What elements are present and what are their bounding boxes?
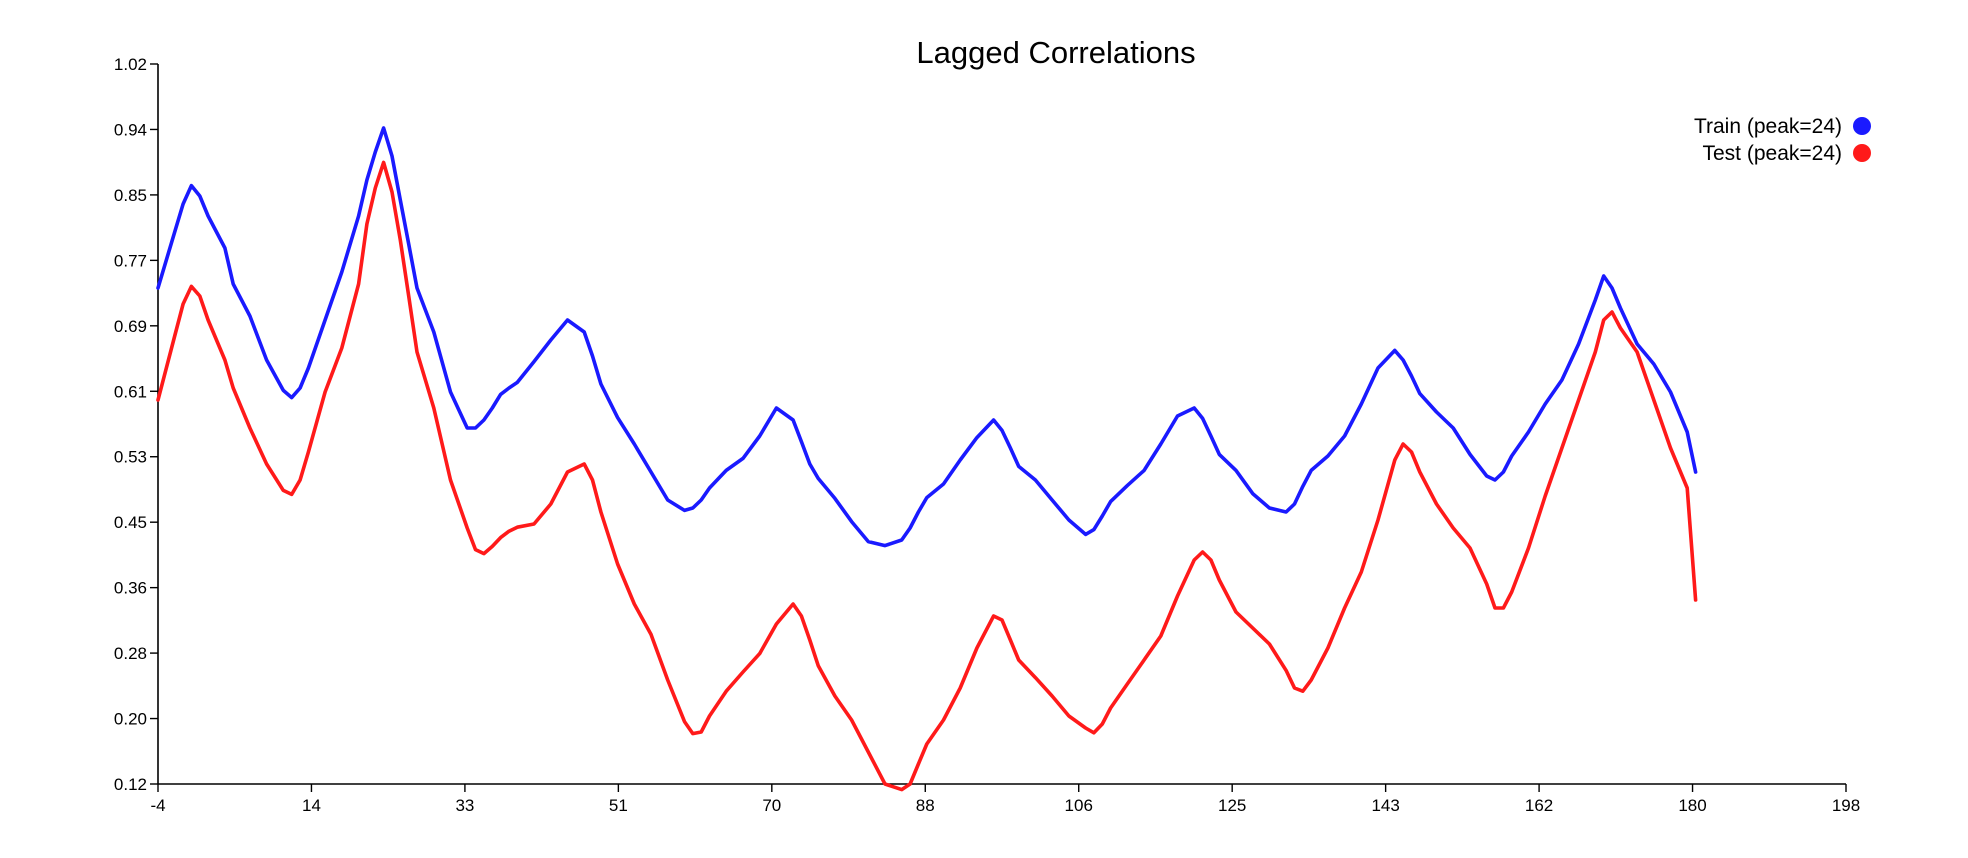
axes: 0.12 0.20 0.28 0.36 0.45 0.53 0.61 0.69 0.77 0.85…	[114, 55, 1860, 815]
chart-title: Lagged Correlations	[916, 35, 1195, 70]
y-tick-label: 0.12	[114, 775, 147, 794]
y-tick-label: 0.94	[114, 120, 147, 139]
series-line-train	[156, 126, 1698, 548]
y-tick-label: 1.02	[114, 55, 147, 74]
y-tick-label: 0.69	[114, 317, 147, 336]
series-lines	[156, 126, 1698, 792]
y-tick-label: 0.20	[114, 710, 147, 729]
y-tick-label: 0.53	[114, 448, 147, 467]
x-tick-label: 33	[455, 796, 474, 815]
legend: Train (peak=24) Test (peak=24)	[1694, 115, 1871, 165]
x-tick-label: 88	[916, 796, 935, 815]
legend-marker	[1853, 117, 1871, 135]
legend-marker	[1853, 144, 1871, 162]
x-tick-label: 143	[1371, 796, 1399, 815]
x-tick-label: 14	[302, 796, 321, 815]
y-tick-label: 0.77	[114, 251, 147, 270]
x-tick-label: 70	[762, 796, 781, 815]
x-tick-label: 162	[1525, 796, 1553, 815]
x-tick-label: 106	[1065, 796, 1093, 815]
y-tick-label: 0.61	[114, 382, 147, 401]
x-tick-label: 51	[609, 796, 628, 815]
x-tick-label: 125	[1218, 796, 1246, 815]
y-tick-label: 0.45	[114, 513, 147, 532]
y-tick-label: 0.28	[114, 644, 147, 663]
x-tick-label: -4	[150, 796, 165, 815]
legend-label: Train (peak=24)	[1694, 115, 1842, 138]
legend-label: Test (peak=24)	[1703, 142, 1843, 165]
x-tick-label: 198	[1832, 796, 1860, 815]
y-tick-label: 0.85	[114, 186, 147, 205]
series-line-test	[156, 160, 1698, 792]
y-tick-label: 0.36	[114, 579, 147, 598]
x-tick-label: 180	[1678, 796, 1706, 815]
